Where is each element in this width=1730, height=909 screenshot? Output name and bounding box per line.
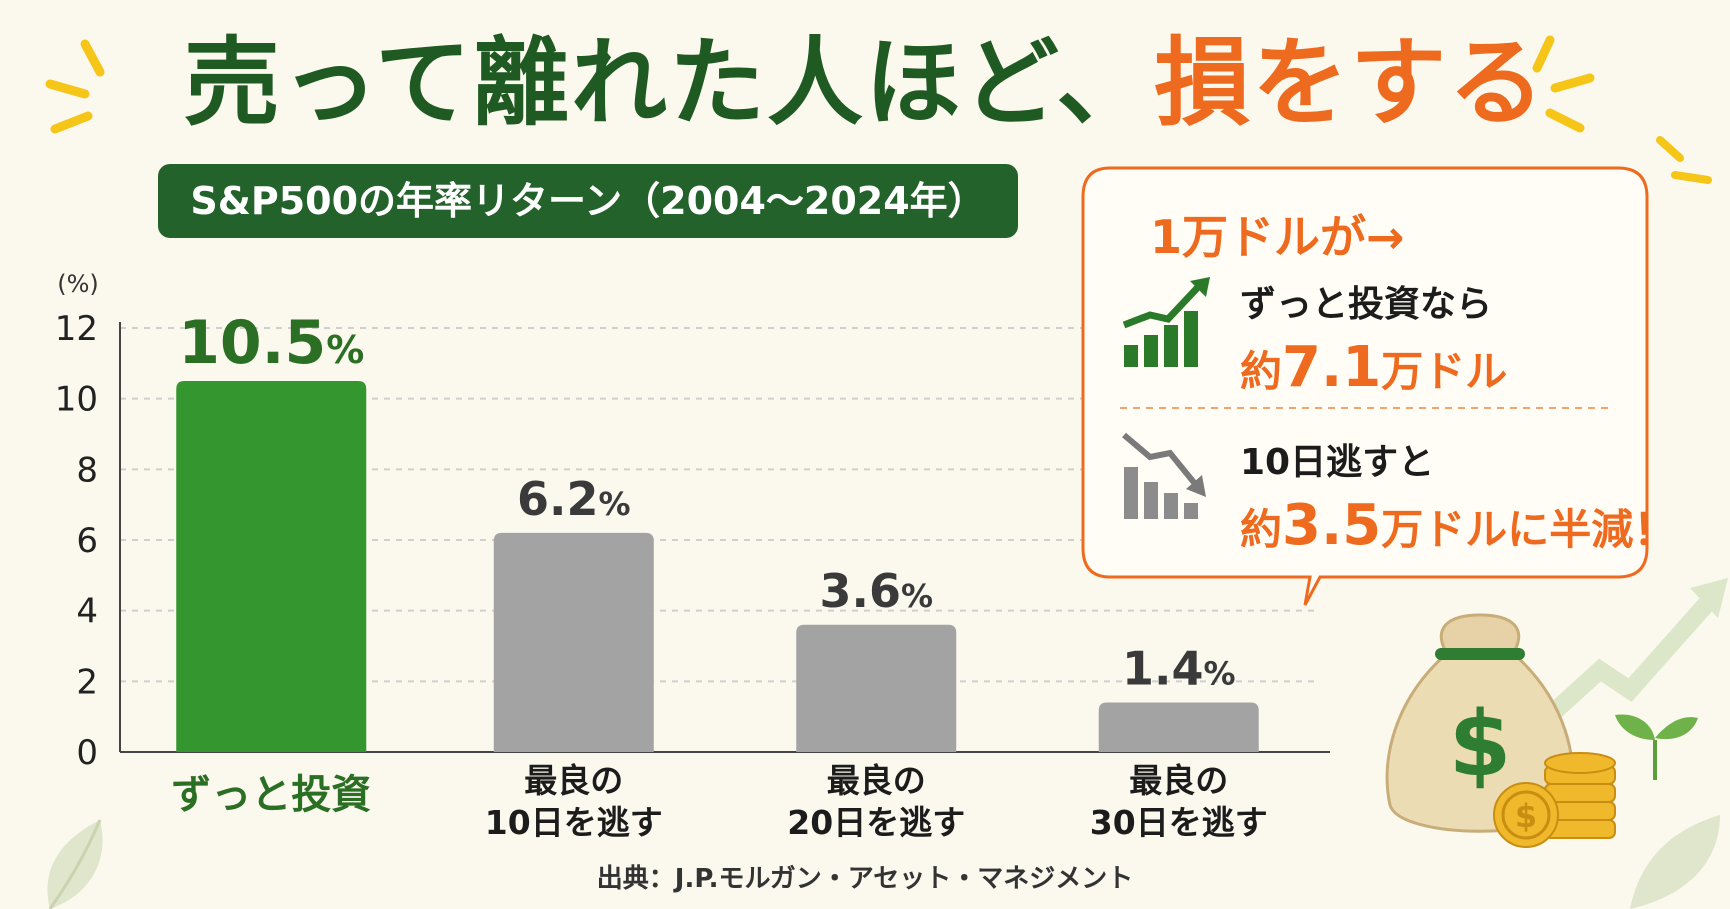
rising-arrow-decoration: [1540, 578, 1728, 727]
y-tick-label: 0: [76, 733, 98, 773]
data-label: 6.2%: [517, 472, 631, 526]
y-tick-label: 12: [55, 309, 98, 349]
case2-value: 約3.5万ドルに半減！: [1240, 493, 1676, 558]
source-note: 出典：J.P.モルガン・アセット・マネジメント: [596, 864, 1134, 894]
page-title: 売って離れた人ほど、損をする: [183, 27, 1547, 139]
y-tick-label: 4: [76, 592, 98, 632]
case1-text: ずっと投資なら: [1240, 284, 1493, 325]
sprout-icon: [1615, 714, 1698, 780]
case1-value: 約7.1万ドル: [1240, 335, 1508, 400]
case2-text: 10日逃すと: [1240, 442, 1435, 483]
falling-chart-icon: [1122, 432, 1206, 519]
y-tick-label: 10: [55, 380, 98, 420]
bar: [1098, 702, 1259, 752]
x-tick-label: 最良の 30日を逃す: [1090, 761, 1268, 842]
bar: [176, 381, 367, 752]
data-label: 3.6%: [819, 564, 933, 618]
leaf-icon: [47, 819, 103, 909]
coin-stack-icon: $: [1493, 752, 1616, 848]
y-tick-label: 8: [76, 450, 98, 490]
bar-chart: (%) 0 2 4 6 8 10 12 10.5% ずっと投資 6.2% 最良の 10日を逃す 3.6% 最…: [55, 270, 1330, 842]
y-tick-label: 6: [76, 521, 98, 561]
data-label: 10.5%: [178, 308, 364, 378]
data-label: 1.4%: [1122, 642, 1236, 696]
sparkle-icon: [45, 39, 105, 134]
y-tick-label: 2: [76, 662, 98, 702]
callout-heading: 1万ドルが→: [1150, 210, 1405, 264]
y-unit-label: (%): [57, 270, 99, 298]
callout-box: 1万ドルが→ ずっと投資なら 約7.1万ドル 10日逃すと 約3.5万ドルに半減…: [1080, 165, 1675, 615]
svg-text:$: $: [1515, 797, 1537, 835]
x-tick-label: 最良の 20日を逃す: [787, 761, 965, 842]
bar: [796, 624, 957, 752]
chart-subtitle: S&P500の年率リターン（2004〜2024年）: [158, 164, 1018, 238]
leaf-icon: [1630, 815, 1720, 909]
rising-chart-icon: [1122, 277, 1210, 367]
bar: [493, 532, 654, 752]
sparkle-icon: [1656, 136, 1712, 184]
x-tick-label: 最良の 10日を逃す: [485, 761, 663, 842]
x-tick-label: ずっと投資: [171, 772, 371, 818]
sparkle-icon: [1532, 35, 1595, 133]
svg-text:$: $: [1449, 692, 1512, 797]
